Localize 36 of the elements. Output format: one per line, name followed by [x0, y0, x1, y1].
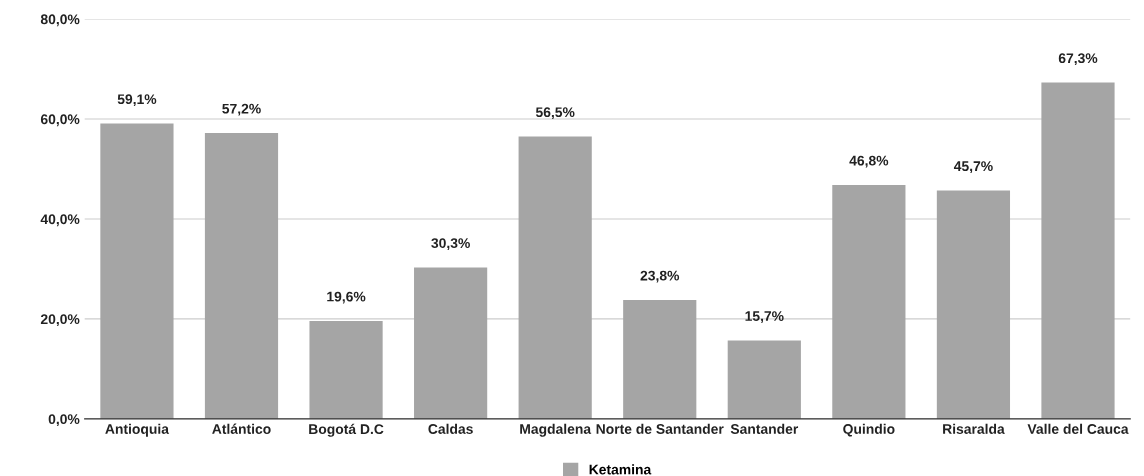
legend-label: Ketamina	[589, 464, 652, 475]
bar	[414, 267, 488, 419]
bar	[100, 123, 174, 419]
data-label: 59,1%	[117, 94, 157, 107]
x-tick-label: Risaralda	[943, 423, 1005, 434]
x-tick-label: Magdalena	[520, 423, 592, 437]
x-tick-label: Caldas	[428, 423, 473, 434]
bar	[832, 184, 906, 419]
data-label: 45,7%	[953, 161, 993, 174]
y-tick-label: 20,0%	[40, 314, 80, 327]
x-tick-label: Antioquia	[105, 423, 170, 437]
data-label: 30,3%	[431, 238, 470, 251]
data-label: 15,7%	[745, 311, 784, 324]
x-tick-label: Quindio	[843, 423, 895, 437]
bar	[936, 190, 1011, 419]
x-tick-label: Santander	[730, 423, 799, 434]
data-label: 19,6%	[327, 291, 366, 304]
x-tick-label: Bogotá D.C	[309, 423, 384, 437]
bar	[623, 299, 697, 419]
y-tick-label: 40,0%	[40, 214, 80, 227]
bar	[727, 340, 801, 419]
x-tick-label: Valle del Cauca	[1027, 423, 1129, 434]
data-label: 23,8%	[640, 270, 680, 283]
x-tick-label: Norte de Santander	[596, 423, 724, 434]
x-tick-label: Atlántico	[212, 423, 271, 434]
y-tick-label: 80,0%	[40, 14, 80, 27]
data-label: 67,3%	[1058, 53, 1098, 66]
bar	[204, 132, 279, 419]
y-tick-label: 0,0%	[48, 414, 80, 427]
bar	[518, 136, 592, 419]
data-label: 46,8%	[849, 155, 889, 168]
y-tick-label: 60,0%	[40, 114, 80, 127]
data-label: 57,2%	[222, 103, 261, 116]
bar	[1041, 82, 1115, 419]
data-label: 56,5%	[535, 107, 575, 120]
bar	[309, 320, 383, 419]
